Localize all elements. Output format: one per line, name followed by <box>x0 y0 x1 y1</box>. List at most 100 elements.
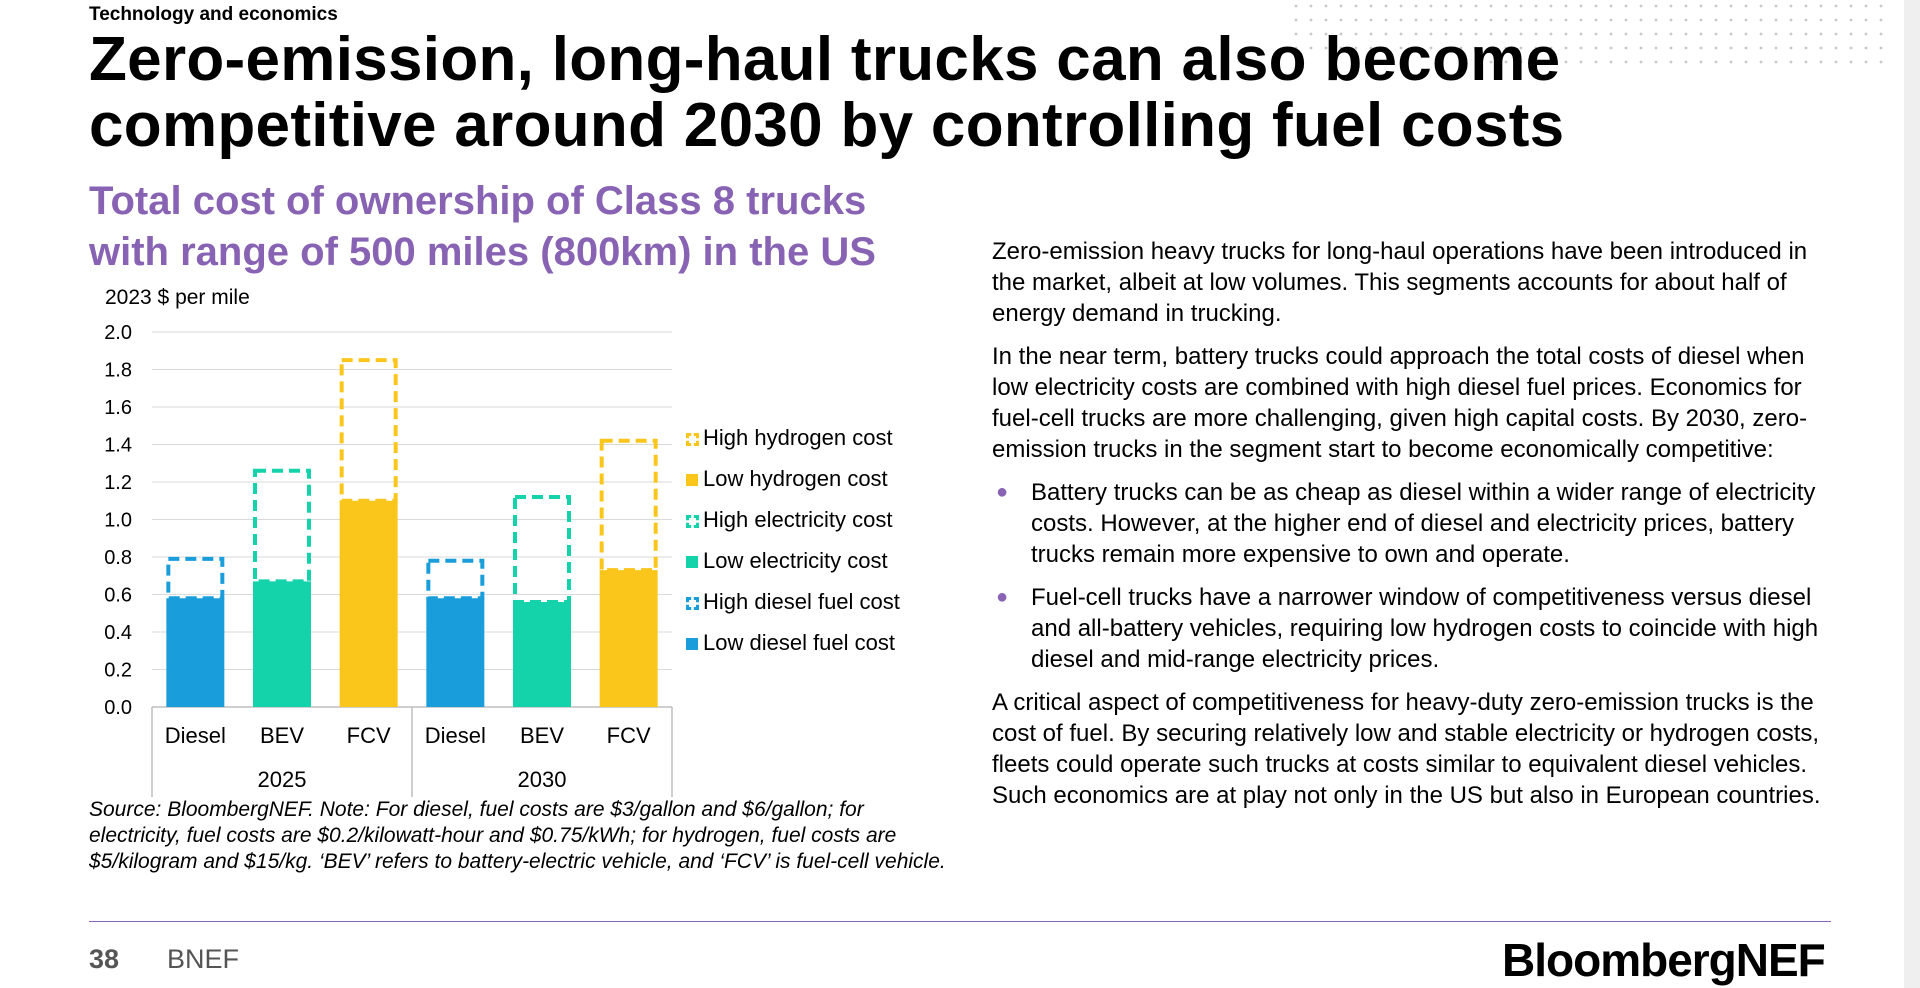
decorative-dot <box>1504 4 1508 8</box>
decorative-dot <box>1474 4 1478 8</box>
decorative-dot <box>1834 32 1838 36</box>
y-tick-label: 1.2 <box>104 472 132 494</box>
y-tick-label: 0.6 <box>104 585 132 607</box>
decorative-dot <box>1489 46 1493 50</box>
decorative-dot <box>1579 4 1583 8</box>
decorative-dot <box>1729 60 1733 64</box>
decorative-dot <box>1879 4 1883 8</box>
bullet-list: ● Battery trucks can be as cheap as diese… <box>992 477 1842 675</box>
decorative-dot <box>1534 18 1538 22</box>
decorative-dot <box>1369 4 1373 8</box>
decorative-dot <box>1444 32 1448 36</box>
decorative-dot <box>1654 32 1658 36</box>
decorative-dot <box>1879 18 1883 22</box>
decorative-dot <box>1714 18 1718 22</box>
decorative-dot <box>1624 60 1628 64</box>
decorative-dot <box>1684 46 1688 50</box>
decorative-dot <box>1564 4 1568 8</box>
x-group-label: 2030 <box>518 767 567 792</box>
decorative-dot <box>1639 46 1643 50</box>
decorative-dot <box>1774 46 1778 50</box>
decorative-dot <box>1384 32 1388 36</box>
decorative-dot <box>1534 46 1538 50</box>
decorative-dot <box>1594 46 1598 50</box>
legend-label: High hydrogen cost <box>703 425 893 450</box>
decorative-dot <box>1819 32 1823 36</box>
decorative-dot <box>1309 4 1313 8</box>
decorative-dot <box>1699 46 1703 50</box>
decorative-dot <box>1624 46 1628 50</box>
decorative-dot <box>1549 60 1553 64</box>
decorative-dot <box>1699 32 1703 36</box>
decorative-dot <box>1789 60 1793 64</box>
legend-item: High diesel fuel cost <box>684 589 944 620</box>
decorative-dot <box>1354 32 1358 36</box>
decorative-dot <box>1414 4 1418 8</box>
decorative-dot <box>1309 46 1313 50</box>
decorative-dot <box>1444 18 1448 22</box>
decorative-dot <box>1864 18 1868 22</box>
tco-bar-chart: 2.0 1.8 1.6 1.4 1.2 1.0 0.8 0.6 0.4 0.2 0.0 Diesel B… <box>104 322 673 797</box>
decorative-dot <box>1489 32 1493 36</box>
decorative-dot <box>1804 46 1808 50</box>
footer-label: BNEF <box>167 944 240 974</box>
decorative-dot <box>1489 4 1493 8</box>
decorative-dot <box>1474 46 1478 50</box>
bullet-item: ● Fuel-cell trucks have a narrower window… <box>992 582 1842 675</box>
legend-item: High hydrogen cost <box>684 425 944 456</box>
decorative-dot <box>1639 60 1643 64</box>
decorative-dot <box>1714 4 1718 8</box>
decorative-dot <box>1504 32 1508 36</box>
decorative-dot <box>1624 18 1628 22</box>
decorative-dot <box>1594 60 1598 64</box>
decorative-dot <box>1369 18 1373 22</box>
decorative-dot <box>1594 18 1598 22</box>
legend-label: Low hydrogen cost <box>703 466 888 491</box>
decorative-dot <box>1339 32 1343 36</box>
decorative-dot <box>1489 60 1493 64</box>
y-tick-label: 0.0 <box>104 697 132 719</box>
decorative-dot <box>1489 18 1493 22</box>
decorative-dot <box>1849 18 1853 22</box>
bar-high-hydrogen <box>599 438 658 573</box>
legend-swatch <box>686 474 698 486</box>
decorative-dot <box>1744 18 1748 22</box>
decorative-dot <box>1519 46 1523 50</box>
bullet-icon: ● <box>996 586 1009 608</box>
decorative-dot <box>1789 18 1793 22</box>
decorative-dot <box>1654 46 1658 50</box>
decorative-dot <box>1819 4 1823 8</box>
scroll-gutter <box>1904 0 1920 988</box>
decorative-dot <box>1339 18 1343 22</box>
decorative-dot <box>1579 32 1583 36</box>
bar-low-hydrogen <box>599 570 658 707</box>
decorative-dot <box>1519 4 1523 8</box>
body-paragraph-2: In the near term, battery trucks could a… <box>992 343 1808 463</box>
decorative-dot <box>1819 18 1823 22</box>
bar-low-electricity <box>253 581 311 707</box>
decorative-dot <box>1759 32 1763 36</box>
decorative-dot <box>1759 4 1763 8</box>
decorative-dot <box>1609 4 1613 8</box>
decorative-dot <box>1669 4 1673 8</box>
decorative-dot <box>1564 60 1568 64</box>
decorative-dot <box>1609 46 1613 50</box>
decorative-dot <box>1834 46 1838 50</box>
decorative-dot <box>1789 32 1793 36</box>
decorative-dot <box>1744 60 1748 64</box>
decorative-dot <box>1834 60 1838 64</box>
decorative-dot <box>1774 4 1778 8</box>
decorative-dot <box>1609 60 1613 64</box>
legend-swatch <box>686 556 698 568</box>
bloombergnef-logo: BloombergNEF <box>1502 934 1826 986</box>
decorative-dot <box>1399 32 1403 36</box>
decorative-dot <box>1384 18 1388 22</box>
body-text: Zero-emission heavy trucks for long-haul… <box>992 236 1842 823</box>
decorative-dot <box>1579 46 1583 50</box>
decorative-dot <box>1699 18 1703 22</box>
decorative-dot <box>1639 32 1643 36</box>
decorative-dot <box>1549 46 1553 50</box>
decorative-dot <box>1549 4 1553 8</box>
decorative-dot <box>1669 60 1673 64</box>
decorative-dot <box>1474 32 1478 36</box>
